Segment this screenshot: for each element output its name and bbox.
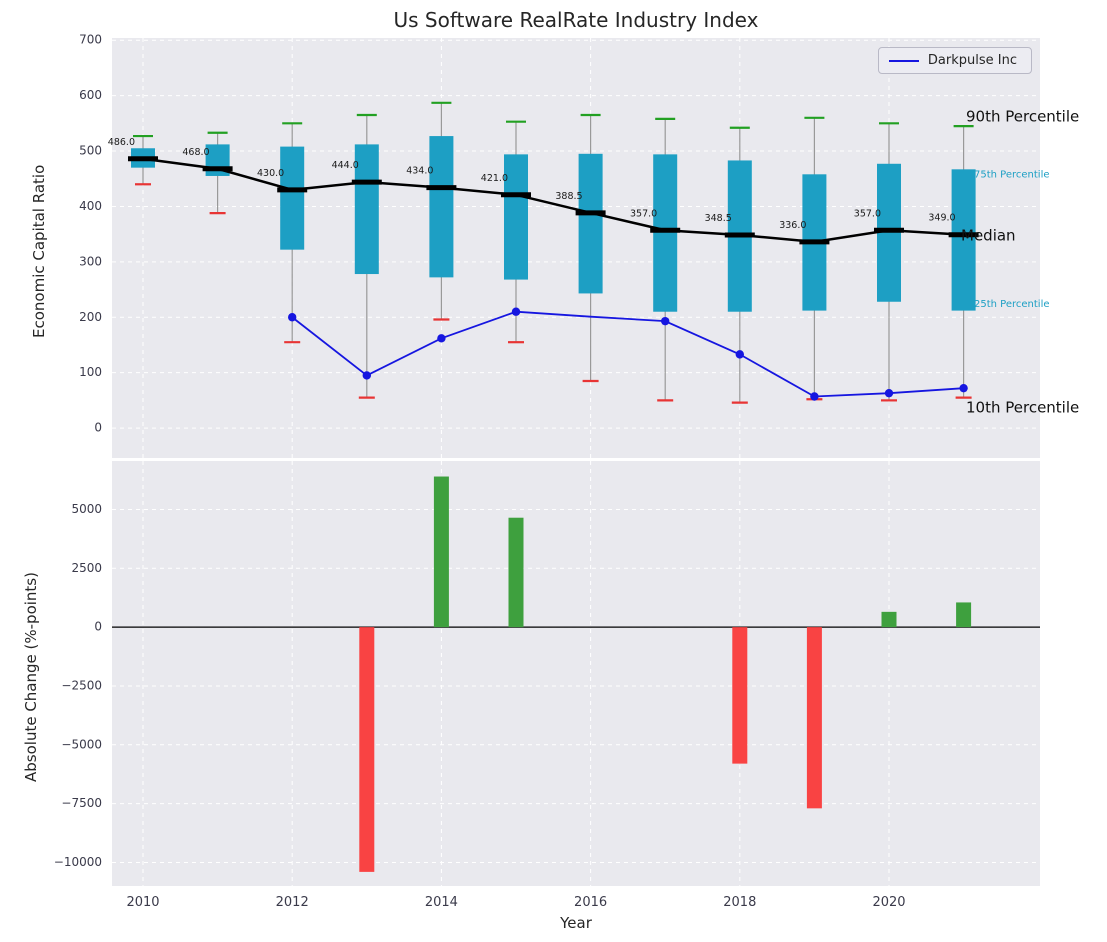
bottom-y-tick-label: −5000 (61, 737, 102, 751)
bottom-panel-bg (112, 461, 1040, 886)
legend: Darkpulse Inc (877, 47, 1032, 74)
median-value-label: 486.0 (108, 137, 135, 148)
iqr-box-2017 (653, 154, 678, 312)
darkpulse-marker-2018 (735, 350, 744, 359)
change-bar-2018 (732, 627, 748, 764)
iqr-box-2013 (354, 144, 379, 275)
top-y-tick-label: 300 (79, 254, 102, 268)
median-value-label: 349.0 (928, 213, 955, 224)
x-tick-label: 2012 (276, 895, 309, 910)
change-bar-2019 (806, 627, 822, 809)
bottom-y-tick-label: 2500 (71, 561, 102, 575)
darkpulse-marker-2012 (288, 313, 297, 322)
median-value-label: 348.5 (705, 213, 732, 224)
darkpulse-marker-2017 (661, 316, 670, 326)
median-value-label: 421.0 (481, 173, 508, 184)
darkpulse-marker-2014 (437, 334, 446, 343)
bottom-y-axis-label: Absolute Change (%-points) (22, 572, 40, 782)
bottom-y-tick-label: −7500 (61, 796, 102, 810)
change-bar-2013 (359, 627, 375, 872)
x-tick-label: 2010 (126, 895, 159, 910)
change-bar-2015 (508, 517, 524, 628)
change-bar-2021 (956, 602, 972, 628)
top-y-tick-label: 400 (79, 199, 102, 213)
bottom-y-tick-label: −2500 (61, 678, 102, 692)
median-value-label: 468.0 (182, 147, 209, 158)
x-axis-label: Year (560, 914, 592, 932)
darkpulse-marker-2020 (884, 388, 894, 398)
darkpulse-marker-2021 (959, 383, 968, 393)
bottom-y-tick-label: −10000 (54, 855, 102, 869)
percentile-annotation: 10th Percentile (966, 399, 1079, 417)
bottom-y-tick-label: 5000 (71, 502, 102, 516)
percentile-annotation: 90th Percentile (966, 108, 1079, 126)
chart-title: Us Software RealRate Industry Index (393, 8, 759, 32)
median-value-label: 357.0 (630, 208, 657, 219)
top-y-axis-label: Economic Capital Ratio (30, 164, 48, 338)
top-y-tick-label: 600 (79, 88, 102, 102)
iqr-box-2014 (429, 136, 454, 278)
change-bar-2014 (433, 476, 449, 628)
iqr-box-2015 (504, 154, 528, 280)
darkpulse-marker-2015 (511, 307, 521, 316)
percentile-annotation: Median (961, 226, 1016, 244)
legend-label: Darkpulse Inc (927, 53, 1017, 68)
darkpulse-line (291, 310, 964, 398)
percentile-annotation: 75th Percentile (974, 169, 1050, 180)
x-tick-label: 2018 (723, 895, 756, 910)
change-bar-2020 (881, 611, 897, 628)
median-value-label: 357.0 (854, 208, 881, 219)
x-tick-label: 2016 (574, 895, 607, 910)
iqr-box-2012 (280, 146, 305, 250)
iqr-box-2016 (578, 153, 603, 294)
top-y-tick-label: 0 (94, 421, 102, 435)
x-tick-label: 2020 (872, 895, 905, 910)
top-y-tick-label: 100 (79, 365, 102, 379)
median-value-label: 388.5 (555, 191, 582, 202)
median-value-label: 434.0 (406, 166, 433, 177)
legend-line-sample-icon (888, 59, 919, 62)
darkpulse-marker-2013 (362, 371, 371, 380)
bottom-y-tick-label: 0 (94, 620, 102, 634)
median-value-label: 430.0 (257, 168, 284, 179)
darkpulse-marker-2019 (810, 392, 819, 401)
iqr-box-2021 (951, 169, 976, 311)
x-tick-label: 2014 (425, 895, 458, 910)
chart-annotation-layer: 90th Percentile 75th Percentile Median 25th… (961, 108, 1079, 417)
top-y-tick-label: 500 (79, 144, 102, 158)
top-y-tick-label: 700 (79, 33, 102, 47)
chart-main-layer: 0 100 200 300 400 500 600 700 5000 2500 0 −2500 −500… (54, 33, 1040, 910)
median-value-label: 444.0 (332, 160, 359, 171)
median-value-label: 336.0 (779, 220, 806, 231)
top-y-tick-label: 200 (79, 310, 102, 324)
percentile-annotation: 25th Percentile (974, 299, 1050, 310)
